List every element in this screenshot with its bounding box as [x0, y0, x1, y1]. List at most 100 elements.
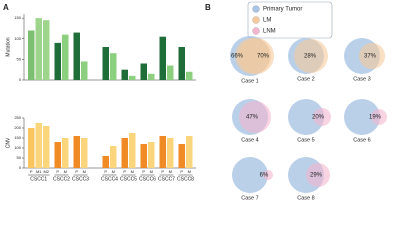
legend-swatch — [252, 27, 260, 35]
bar-label: M — [83, 169, 86, 174]
bar — [167, 138, 174, 168]
bar-label: M — [150, 169, 153, 174]
y-tick-label: 0 — [19, 77, 22, 82]
bar — [62, 34, 69, 80]
bar — [178, 144, 185, 168]
venn-circle — [263, 170, 273, 180]
case-label: Case 1 — [241, 78, 258, 84]
venn-circle — [371, 109, 387, 125]
bar — [102, 47, 109, 80]
bar — [121, 138, 128, 168]
bar — [167, 65, 174, 80]
bar-label: P — [75, 169, 78, 174]
group-label: CSCC6 — [139, 176, 156, 182]
y-tick-label: 0 — [19, 165, 22, 170]
bar-label: M — [112, 169, 115, 174]
bar-label: M — [188, 169, 191, 174]
bar — [129, 75, 136, 80]
legend-swatch — [252, 16, 260, 24]
case-label: Case 3 — [353, 76, 370, 82]
bar-label: M — [64, 169, 67, 174]
bar — [28, 30, 35, 80]
bar — [186, 71, 193, 80]
bar — [35, 123, 42, 168]
bar — [73, 136, 80, 168]
case-label: Case 7 — [241, 195, 258, 201]
bar — [110, 146, 117, 168]
bar-label: M — [169, 169, 172, 174]
y-tick-label: 150 — [14, 15, 21, 20]
bar — [54, 142, 61, 168]
bar — [148, 142, 155, 168]
venn-circle — [232, 157, 268, 193]
bar — [159, 136, 166, 168]
venn-circle — [294, 39, 328, 73]
case-label: Case 4 — [241, 137, 258, 143]
bar — [28, 128, 35, 168]
group-label: CSCC7 — [158, 176, 175, 182]
case-label: Case 2 — [297, 76, 314, 82]
bar — [81, 138, 88, 168]
group-label: CSCC5 — [120, 176, 137, 182]
case-label: Case 6 — [353, 137, 370, 143]
bar — [186, 136, 193, 168]
y-tick-label: 250 — [14, 115, 21, 120]
y-axis-label: CNV — [5, 137, 11, 148]
bar — [129, 133, 136, 168]
bar-label: P — [142, 169, 145, 174]
legend-swatch — [252, 5, 260, 13]
venn-circle — [239, 101, 271, 133]
overlap-label: 37% — [364, 54, 377, 60]
bar — [54, 42, 61, 80]
y-tick-label: 50 — [17, 155, 22, 160]
venn-circle — [306, 163, 330, 187]
group-label: CSCC3 — [72, 176, 89, 182]
case-label: Case 8 — [297, 195, 314, 201]
group-label: CSCC4 — [101, 176, 118, 182]
overlap-label: 29% — [310, 173, 323, 179]
y-tick-label: 100 — [14, 145, 21, 150]
y-axis-label: Mutation — [5, 37, 11, 56]
bar-label: P — [30, 169, 33, 174]
legend-box — [247, 1, 333, 39]
overlap-label: 19% — [369, 115, 382, 121]
overlap-label: 20% — [312, 115, 325, 121]
figure: A B Mutation050100150CNV050100150200250P… — [3, 1, 387, 201]
bar — [73, 32, 80, 80]
case-label: Case 5 — [297, 137, 314, 143]
bar — [121, 69, 128, 80]
group-label: CSCC2 — [53, 176, 70, 182]
venn-circle — [288, 99, 324, 135]
legend-label: LM — [263, 18, 271, 24]
bar — [62, 138, 69, 168]
bar-label: P — [104, 169, 107, 174]
overlap-label: 47% — [246, 115, 259, 121]
venn-circle — [359, 43, 385, 69]
overlap-label: 66% — [231, 54, 244, 60]
venn-circle — [238, 38, 274, 74]
bar-label: M — [131, 169, 134, 174]
bar-label: M2 — [43, 169, 49, 174]
bar-label: P — [180, 169, 183, 174]
y-tick-label: 200 — [14, 125, 21, 130]
overlap-label: 28% — [304, 54, 317, 60]
bar — [102, 156, 109, 168]
bar-label: M1 — [36, 169, 42, 174]
bar — [43, 20, 50, 80]
bar-label: P — [123, 169, 126, 174]
group-label: CSCC1 — [30, 176, 47, 182]
bar-label: P — [161, 169, 164, 174]
bar — [140, 63, 147, 80]
bar-label: P — [56, 169, 59, 174]
panel-label: A — [3, 3, 9, 12]
bar — [178, 47, 185, 80]
bar — [148, 73, 155, 80]
bar — [110, 53, 117, 80]
legend-label: Primary Tumor — [263, 7, 302, 13]
y-tick-label: 100 — [14, 36, 21, 41]
bar — [35, 18, 42, 80]
y-tick-label: 50 — [17, 56, 22, 61]
venn-circle — [344, 99, 380, 135]
bar — [81, 61, 88, 80]
y-tick-label: 150 — [14, 135, 21, 140]
